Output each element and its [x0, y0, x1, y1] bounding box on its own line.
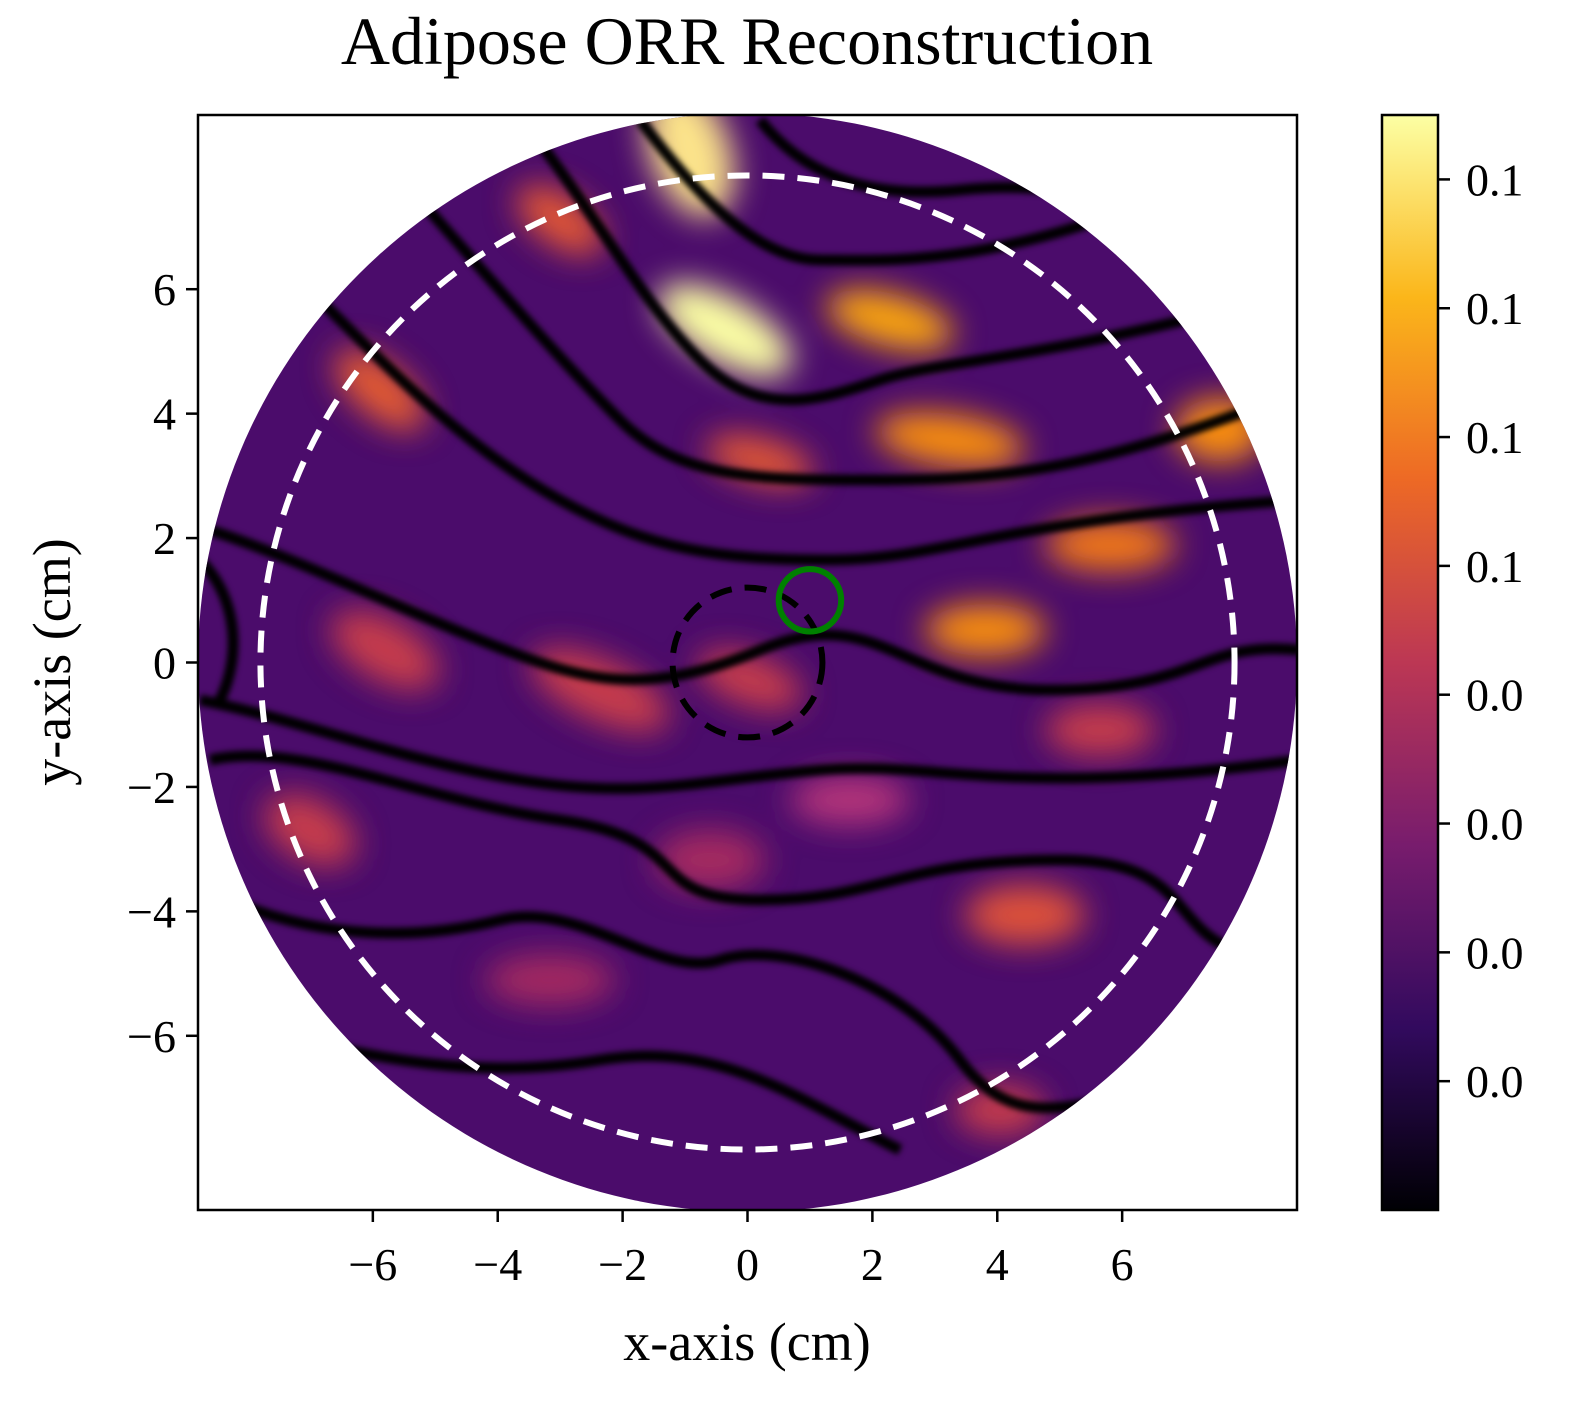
- marker-circle: [775, 566, 845, 635]
- x-tick-label: 0: [736, 1239, 759, 1290]
- x-tick-label: −6: [348, 1239, 397, 1290]
- x-tick-label: 4: [986, 1239, 1009, 1290]
- colorbar: [1380, 113, 1440, 1212]
- x-tick-label: −4: [473, 1239, 522, 1290]
- y-tick-label: −4: [127, 886, 176, 937]
- colorbar-tick-label: 0.0: [1466, 670, 1524, 721]
- y-tick-label: −2: [127, 762, 176, 813]
- colorbar-tick-label: 0.0: [1466, 1056, 1524, 1107]
- colorbar-tick-label: 0.1: [1466, 283, 1524, 334]
- x-tick-label: 2: [861, 1239, 884, 1290]
- colorbar-tick-label: 0.0: [1466, 927, 1524, 978]
- colorbar-tick-label: 0.1: [1466, 541, 1524, 592]
- y-axis-label: y-axis (cm): [22, 538, 82, 785]
- colorbar-tick-label: 0.1: [1466, 154, 1524, 205]
- y-tick-label: −6: [127, 1011, 176, 1062]
- reconstruction-domain: [198, 115, 1297, 1210]
- marker-circle: [257, 172, 1238, 1153]
- x-tick-label: 6: [1111, 1239, 1134, 1290]
- x-tick-label: −2: [598, 1239, 647, 1290]
- y-tick-label: 0: [153, 638, 176, 689]
- heatmap: [198, 115, 1297, 1210]
- marker-circle: [669, 584, 826, 741]
- y-tick-label: 6: [153, 264, 176, 315]
- chart-title: Adipose ORR Reconstruction: [341, 3, 1153, 79]
- colorbar-tick-label: 0.1: [1466, 412, 1524, 463]
- colorbar-tick-label: 0.0: [1466, 799, 1524, 850]
- y-tick-label: 4: [153, 389, 176, 440]
- y-tick-label: 2: [153, 513, 176, 564]
- x-axis-label: x-axis (cm): [623, 1312, 870, 1372]
